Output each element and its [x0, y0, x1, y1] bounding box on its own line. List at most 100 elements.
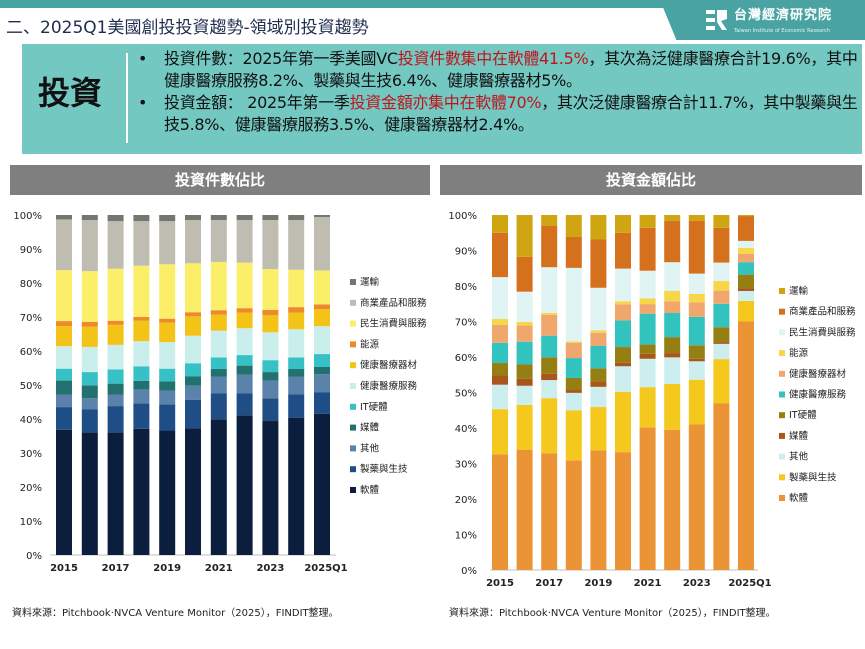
x-tick-label: 2015	[486, 578, 514, 589]
bar-segment-2021	[210, 261, 227, 311]
bar-segment-2021	[639, 304, 656, 314]
bar-segment-2024	[288, 417, 305, 555]
bar-segment-2024	[713, 359, 730, 404]
bar-segment-2016	[81, 372, 98, 386]
x-tick-label: 2021	[634, 578, 662, 589]
bar-segment-2016	[516, 215, 533, 257]
bar-segment-2016	[516, 385, 533, 405]
bar-segment-2015	[56, 321, 72, 327]
bar-segment-2018	[565, 358, 582, 378]
bar-segment-2024	[713, 342, 730, 344]
legend-label: 製藥與生技	[789, 471, 837, 483]
bar-segment-2020	[615, 232, 631, 269]
bar-segment-2024	[288, 394, 305, 418]
x-tick-label: 2023	[256, 563, 284, 574]
bar-segment-2025Q1	[314, 354, 330, 367]
bar-segment-2015	[56, 380, 72, 395]
bullet-text: ，其次為泛健康醫療合計19.6%，其中健康醫療服務8.2%、製藥與生技6.4%、…	[164, 49, 858, 90]
bar-segment-2019	[590, 215, 607, 240]
bar-segment-2017	[541, 373, 558, 381]
bar-segment-2025Q1	[738, 240, 754, 249]
bar-segment-2018	[133, 215, 150, 222]
bar-segment-2018	[565, 392, 582, 411]
bar-segment-2024	[288, 329, 305, 358]
bar-segment-2015	[56, 270, 72, 322]
bar-segment-2024	[713, 281, 730, 291]
bar-segment-2022	[236, 308, 253, 313]
bar-segment-2022	[664, 262, 681, 291]
bar-segment-2021	[210, 369, 227, 377]
bar-segment-2019	[159, 381, 176, 391]
bar-segment-2016	[81, 385, 98, 399]
legend-swatch	[779, 495, 785, 501]
bar-segment-2025Q1	[738, 262, 754, 275]
bar-segment-2017	[541, 398, 558, 454]
bar-segment-2025Q1	[314, 392, 330, 414]
bar-segment-2025Q1	[314, 215, 330, 218]
bar-segment-2022	[236, 328, 253, 356]
bar-segment-2021	[639, 298, 656, 305]
bullet-deal-count: 投資件數：2025年第一季美國VC投資件數集中在軟體41.5%，其次為泛健康醫療…	[136, 48, 860, 92]
bar-segment-2020	[185, 428, 201, 555]
bar-segment-2016	[81, 326, 98, 347]
bar-segment-2021	[210, 314, 227, 331]
x-tick-label: 2019	[153, 563, 181, 574]
bar-segment-2016	[516, 364, 533, 379]
summary-heading: 投資	[38, 74, 103, 112]
bar-segment-2017	[541, 312, 558, 315]
legend-label: IT硬體	[789, 409, 817, 421]
bar-segment-2023	[688, 220, 705, 274]
bar-segment-2025Q1	[738, 253, 754, 263]
bar-segment-2018	[565, 237, 582, 268]
top-accent-bar	[0, 0, 865, 8]
bar-segment-2017	[541, 267, 558, 313]
legend-swatch	[350, 466, 356, 473]
legend-swatch	[779, 288, 785, 294]
bar-segment-2016	[81, 432, 98, 555]
bar-segment-2021	[639, 270, 656, 299]
y-tick-label: 50%	[20, 381, 42, 392]
bar-segment-2023	[688, 302, 705, 317]
bar-segment-2017	[107, 215, 124, 222]
bar-segment-2018	[133, 341, 150, 367]
bar-segment-2025Q1	[314, 309, 330, 327]
bar-segment-2025Q1	[738, 290, 754, 301]
bar-segment-2016	[81, 220, 98, 272]
legend-label: 運輸	[789, 285, 809, 297]
legend-swatch	[350, 445, 356, 452]
bar-segment-2015	[492, 324, 508, 343]
bar-segment-2017	[541, 314, 558, 336]
bar-segment-2021	[210, 220, 227, 262]
bar-segment-2019	[590, 239, 607, 288]
bar-segment-2017	[541, 453, 558, 570]
legend-label: 民生消費與服務	[360, 318, 427, 330]
legend-swatch	[779, 350, 785, 357]
chart-deal-count-share: 0% 10% 20% 30% 40% 50% 60% 70% 80% 90% 100% 2015 201…	[13, 211, 427, 574]
bar-segment-2017	[107, 394, 124, 407]
bar-segment-2017	[107, 369, 124, 384]
bar-segment-2015	[56, 394, 72, 408]
legend-label: 能源	[360, 338, 380, 350]
bar-segment-2022	[664, 429, 681, 570]
bar-segment-2017	[107, 320, 124, 325]
bar-segment-2020	[185, 399, 201, 429]
x-tick-label: 2021	[205, 563, 233, 574]
bar-segment-2020	[615, 268, 631, 302]
legend-label: 能源	[789, 347, 809, 359]
bar-segment-2015	[492, 215, 508, 233]
bar-segment-2024	[713, 215, 730, 228]
bar-segment-2025Q1	[314, 217, 330, 271]
bar-segment-2018	[565, 377, 582, 391]
bar-segment-2015	[56, 219, 72, 271]
bar-segment-2015	[56, 215, 72, 220]
bar-segment-2015	[492, 319, 508, 325]
bar-segment-2018	[133, 403, 150, 429]
bar-segment-2015	[56, 346, 72, 369]
bar-segment-2020	[615, 391, 631, 453]
bar-segment-2022	[664, 353, 681, 358]
y-tick-label: 80%	[455, 282, 477, 293]
bar-segment-2015	[492, 454, 508, 570]
bar-segment-2023	[262, 332, 279, 361]
bullet-highlight: 投資件數集中在軟體41.5%	[397, 49, 589, 68]
bar-segment-2018	[133, 380, 150, 390]
